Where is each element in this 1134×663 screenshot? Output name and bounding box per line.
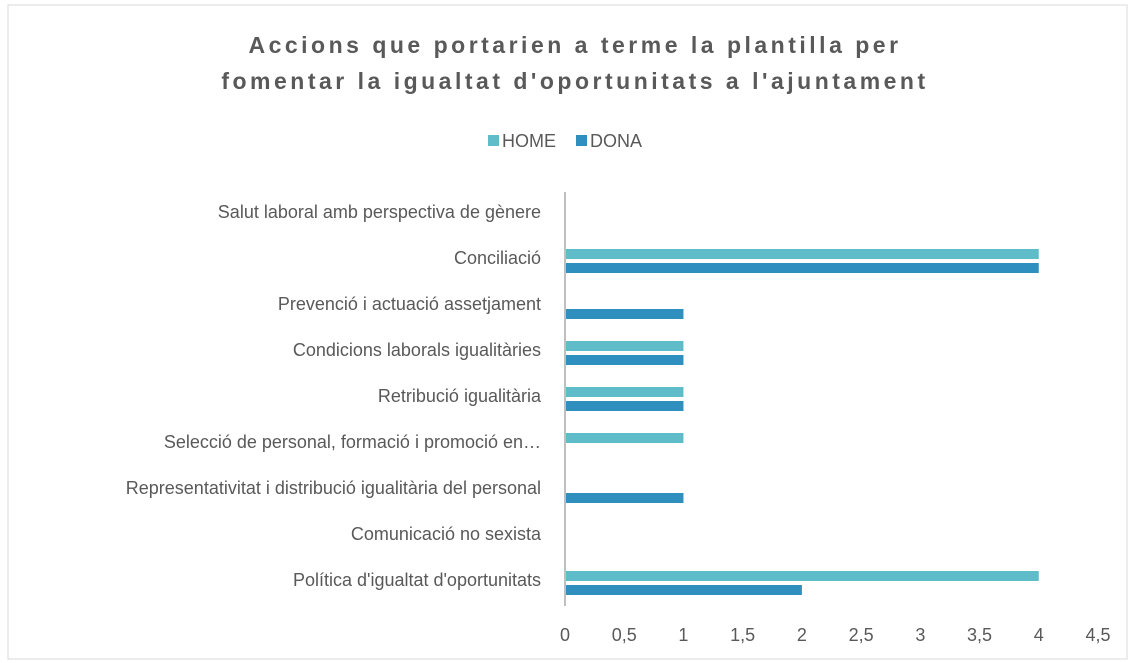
legend-label: HOME bbox=[502, 131, 556, 151]
x-tick-label: 4 bbox=[1034, 625, 1044, 645]
bar bbox=[565, 401, 684, 411]
y-tick-label: Salut laboral amb perspectiva de gènere bbox=[218, 202, 541, 222]
y-tick-label: Política d'igualtat d'oportunitats bbox=[293, 570, 541, 590]
x-tick-label: 1,5 bbox=[730, 625, 755, 645]
y-tick-label: Condicions laborals igualitàries bbox=[293, 340, 541, 360]
y-tick-label: Selecció de personal, formació i promoci… bbox=[164, 432, 541, 452]
bar bbox=[565, 493, 684, 503]
bar bbox=[565, 309, 684, 319]
y-tick-label: Representativitat i distribució igualità… bbox=[126, 478, 541, 498]
bar bbox=[565, 585, 802, 595]
y-tick-label: Prevenció i actuació assetjament bbox=[278, 294, 541, 314]
y-tick-label: Retribució igualitària bbox=[378, 386, 542, 406]
bar bbox=[565, 387, 684, 397]
bar bbox=[565, 263, 1039, 273]
bar bbox=[565, 433, 684, 443]
x-tick-label: 2 bbox=[797, 625, 807, 645]
x-tick-label: 3 bbox=[915, 625, 925, 645]
x-tick-label: 4,5 bbox=[1085, 625, 1110, 645]
legend-label: DONA bbox=[590, 131, 642, 151]
bar bbox=[565, 571, 1039, 581]
chart-title: fomentar la igualtat d'oportunitats a l'… bbox=[221, 68, 928, 94]
x-tick-label: 0 bbox=[560, 625, 570, 645]
legend-swatch bbox=[488, 135, 499, 146]
y-tick-label: Comunicació no sexista bbox=[351, 524, 542, 544]
bar bbox=[565, 355, 684, 365]
x-tick-label: 3,5 bbox=[967, 625, 992, 645]
chart-title: Accions que portarien a terme la plantil… bbox=[248, 32, 901, 58]
y-tick-label: Conciliació bbox=[454, 248, 541, 268]
bar bbox=[565, 249, 1039, 259]
x-tick-label: 2,5 bbox=[849, 625, 874, 645]
bar bbox=[565, 341, 684, 351]
x-tick-label: 0,5 bbox=[612, 625, 637, 645]
x-tick-label: 1 bbox=[678, 625, 688, 645]
legend-swatch bbox=[576, 135, 587, 146]
chart-border bbox=[7, 4, 1128, 660]
